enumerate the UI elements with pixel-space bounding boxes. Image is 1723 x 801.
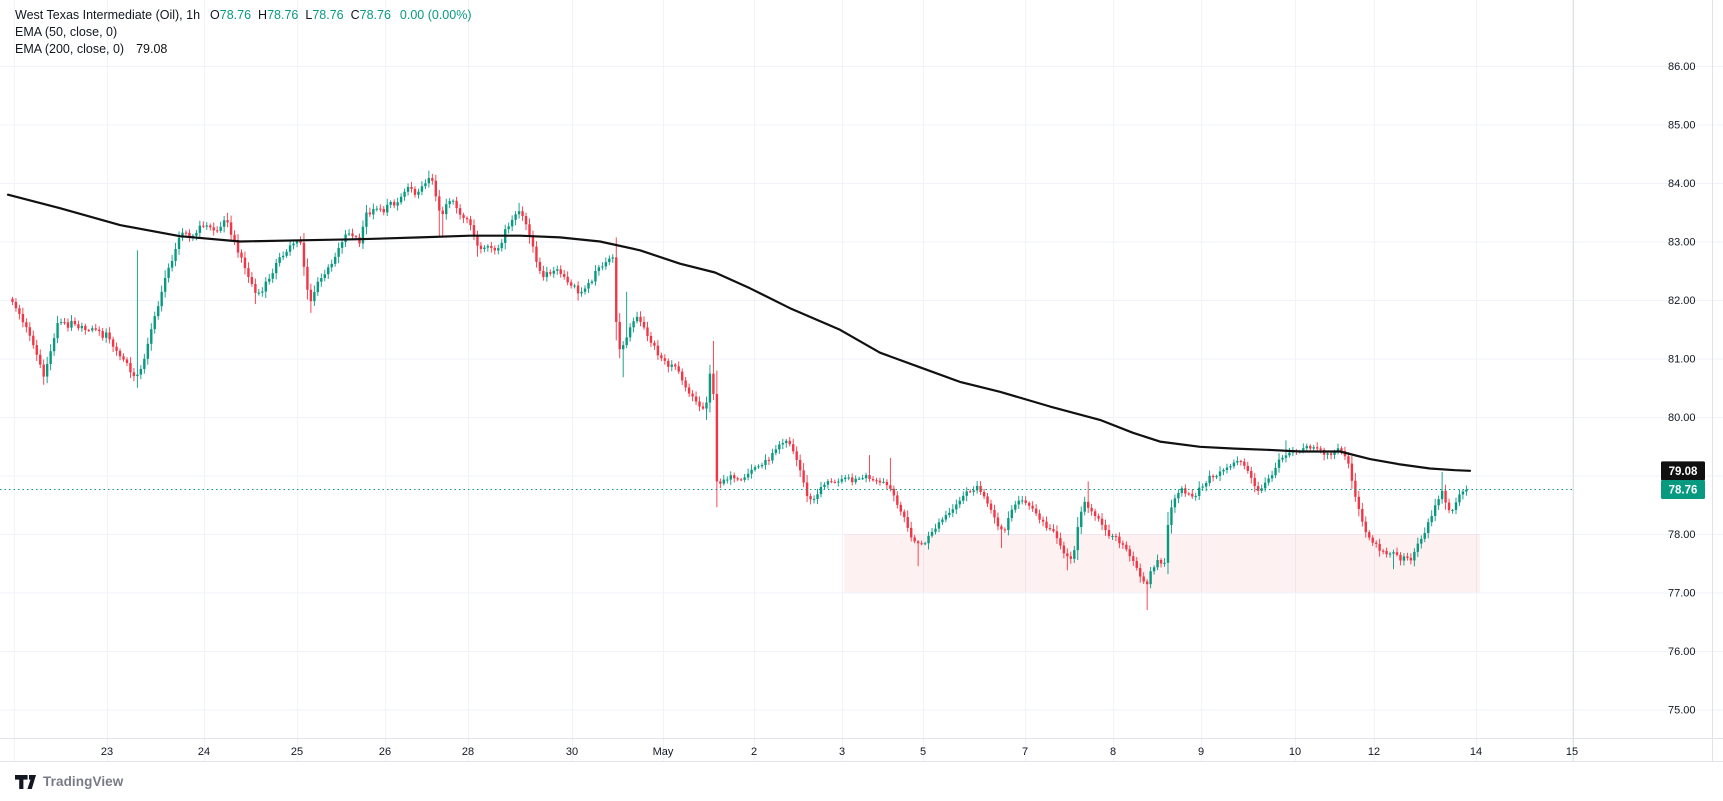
time-tick-label: 25 — [291, 746, 303, 758]
time-tick-label: 8 — [1110, 746, 1116, 758]
ema200-label: EMA (200, close, 0) — [15, 42, 125, 56]
tradingview-logo-icon — [15, 774, 36, 789]
legend: West Texas Intermediate (Oil), 1h O78.76 H… — [15, 7, 471, 58]
symbol-row[interactable]: West Texas Intermediate (Oil), 1h O78.76 H… — [15, 7, 471, 24]
time-tick-label: 28 — [462, 746, 474, 758]
price-tick-label: 83.00 — [1668, 237, 1696, 249]
gridlines — [0, 0, 1723, 761]
price-tick-label: 82.00 — [1668, 295, 1696, 307]
time-tick-label: 15 — [1566, 746, 1578, 758]
ohlc-C-label: C — [350, 8, 360, 22]
price-tick-label: 81.00 — [1668, 354, 1696, 366]
last-price-badge: 78.76 — [1661, 480, 1705, 500]
time-tick-label: 24 — [198, 746, 210, 758]
price-tick-label: 78.00 — [1668, 529, 1696, 541]
change-value: 0.00 (0.00%) — [399, 8, 472, 22]
ema50-label: EMA (50, close, 0) — [15, 25, 118, 39]
time-tick-label: 26 — [379, 746, 391, 758]
time-tick-label: May — [653, 746, 674, 758]
time-tick-label: 12 — [1368, 746, 1380, 758]
indicator-row-ema200[interactable]: EMA (200, close, 0) 79.08 — [15, 41, 471, 58]
ohlc-values: O78.76 H78.76 L78.76 C78.76 — [210, 8, 398, 22]
axis-borders — [0, 0, 1723, 762]
ohlc-O-value: 78.76 — [219, 8, 252, 22]
tradingview-attribution[interactable]: TradingView — [15, 774, 123, 789]
time-tick-label: 5 — [920, 746, 926, 758]
price-tick-label: 75.00 — [1668, 705, 1696, 717]
price-axis[interactable]: 86.0085.0084.0083.0082.0081.0080.0079.00… — [1668, 61, 1696, 717]
price-tick-label: 76.00 — [1668, 646, 1696, 658]
candles-layer[interactable] — [11, 170, 1468, 611]
ema-200-line[interactable] — [6, 193, 1472, 472]
indicator-row-ema50[interactable]: EMA (50, close, 0) — [15, 24, 471, 41]
price-tick-label: 84.00 — [1668, 178, 1696, 190]
tradingview-logo-text: TradingView — [43, 774, 124, 789]
price-tick-label: 77.00 — [1668, 588, 1696, 600]
ohlc-L-value: 78.76 — [312, 8, 344, 22]
time-tick-label: 3 — [839, 746, 845, 758]
ohlc-C-value: 78.76 — [359, 8, 391, 22]
svg-text:78.76: 78.76 — [1669, 485, 1698, 497]
symbol-title[interactable]: West Texas Intermediate (Oil), 1h — [15, 8, 201, 22]
price-tick-label: 85.00 — [1668, 120, 1696, 132]
time-tick-label: 30 — [566, 746, 578, 758]
price-tick-label: 86.00 — [1668, 61, 1696, 73]
svg-text:79.08: 79.08 — [1669, 466, 1698, 478]
ohlc-L-label: L — [305, 8, 313, 22]
time-tick-label: 10 — [1289, 746, 1301, 758]
time-tick-label: 7 — [1022, 746, 1028, 758]
ohlc-H-label: H — [258, 8, 268, 22]
time-tick-label: 2 — [751, 746, 757, 758]
time-axis[interactable]: 23 24 25 26 28 30 May 2 3 5 7 8 9 10 12 14 15 — [101, 746, 1578, 758]
price-tick-label: 80.00 — [1668, 412, 1696, 424]
time-tick-label: 14 — [1470, 746, 1482, 758]
time-tick-label: 9 — [1198, 746, 1204, 758]
time-tick-label: 23 — [101, 746, 113, 758]
ema-200-price-badge: 79.08 — [1661, 461, 1705, 481]
ohlc-H-value: 78.76 — [267, 8, 299, 22]
ema200-value: 79.08 — [136, 42, 168, 56]
ohlc-O-label: O — [210, 8, 220, 22]
